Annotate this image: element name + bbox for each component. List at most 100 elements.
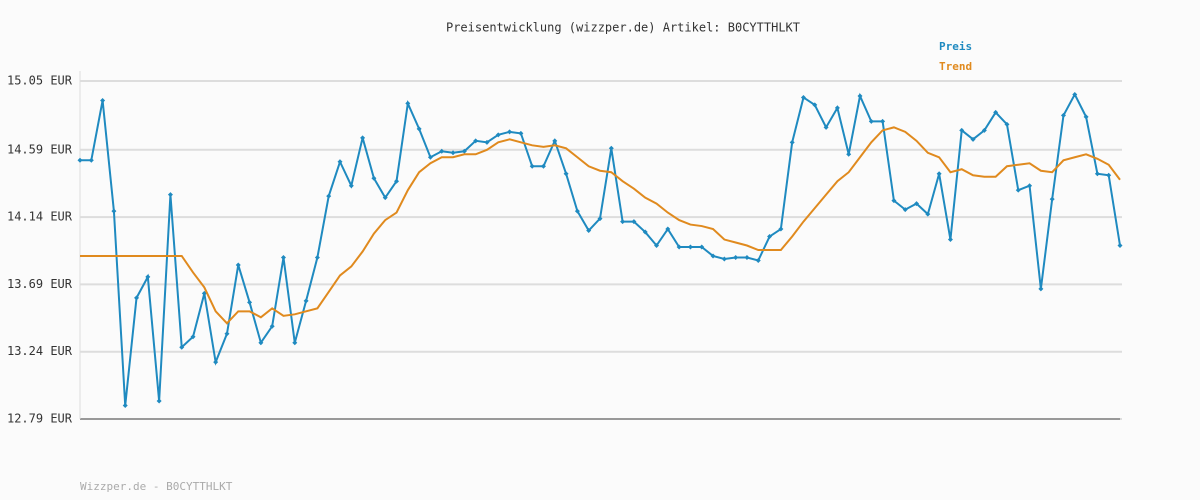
data-point xyxy=(303,298,309,304)
data-point xyxy=(326,193,332,199)
legend-label: Trend xyxy=(939,60,972,73)
data-point xyxy=(981,127,987,133)
data-point xyxy=(993,109,999,115)
data-point xyxy=(597,216,603,222)
data-point xyxy=(1117,243,1123,249)
data-point xyxy=(778,226,784,232)
data-point xyxy=(280,254,286,260)
data-point xyxy=(857,93,863,99)
data-point xyxy=(427,154,433,160)
data-point xyxy=(540,163,546,169)
data-point xyxy=(846,151,852,157)
data-point xyxy=(1106,172,1112,178)
data-point xyxy=(812,102,818,108)
data-point xyxy=(224,331,230,337)
y-tick-label: 14.14 EUR xyxy=(7,210,73,224)
y-tick-label: 13.24 EUR xyxy=(7,344,73,358)
data-point xyxy=(699,244,705,250)
data-point xyxy=(518,130,524,136)
data-point xyxy=(1072,91,1078,97)
data-point xyxy=(156,398,162,404)
data-point xyxy=(439,148,445,154)
data-point xyxy=(631,219,637,225)
data-point xyxy=(608,145,614,151)
data-point xyxy=(247,299,253,305)
data-point xyxy=(1027,183,1033,189)
data-point xyxy=(1094,171,1100,177)
data-point xyxy=(936,171,942,177)
data-point xyxy=(552,138,558,144)
data-point xyxy=(258,340,264,346)
data-point xyxy=(360,135,366,141)
data-point xyxy=(529,163,535,169)
data-point xyxy=(1060,112,1066,118)
data-point xyxy=(77,157,83,163)
data-point xyxy=(800,94,806,100)
data-point xyxy=(880,118,886,124)
data-point xyxy=(405,100,411,106)
data-point xyxy=(145,274,151,280)
data-point xyxy=(167,192,173,198)
data-point xyxy=(348,183,354,189)
y-tick-label: 14.59 EUR xyxy=(7,142,73,156)
data-point xyxy=(642,229,648,235)
data-point xyxy=(371,175,377,181)
data-point xyxy=(744,254,750,260)
data-point xyxy=(1083,114,1089,120)
chart-title: Preisentwicklung (wizzper.de) Artikel: B… xyxy=(446,21,800,35)
y-tick-label: 12.79 EUR xyxy=(7,412,73,426)
data-point xyxy=(676,244,682,250)
data-point xyxy=(620,219,626,225)
data-point xyxy=(823,124,829,130)
data-point xyxy=(507,129,513,135)
data-point xyxy=(721,256,727,262)
data-point xyxy=(382,195,388,201)
data-point xyxy=(947,237,953,243)
data-point xyxy=(292,340,298,346)
data-point xyxy=(495,132,501,138)
data-point xyxy=(134,295,140,301)
data-point xyxy=(586,228,592,234)
data-point xyxy=(834,105,840,111)
footer: Wizzper.de - B0CYTTHLKT xyxy=(80,480,233,493)
data-point xyxy=(213,359,219,365)
data-point xyxy=(484,139,490,145)
legend-label: Preis xyxy=(939,40,972,53)
data-point xyxy=(574,208,580,214)
data-point xyxy=(394,178,400,184)
y-tick-label: 13.69 EUR xyxy=(7,277,73,291)
data-point xyxy=(789,139,795,145)
data-point xyxy=(88,157,94,163)
data-point xyxy=(190,334,196,340)
data-point xyxy=(179,344,185,350)
data-point xyxy=(1049,196,1055,202)
series-line xyxy=(80,126,1121,325)
data-point xyxy=(473,138,479,144)
data-point xyxy=(461,148,467,154)
data-point xyxy=(1015,187,1021,193)
data-point xyxy=(665,226,671,232)
data-point xyxy=(122,403,128,409)
data-point xyxy=(687,244,693,250)
data-point xyxy=(767,234,773,240)
data-point xyxy=(710,253,716,259)
data-point xyxy=(1004,121,1010,127)
data-point xyxy=(733,254,739,260)
data-point xyxy=(314,254,320,260)
data-point xyxy=(914,201,920,207)
data-point xyxy=(1038,286,1044,292)
data-point xyxy=(337,159,343,165)
data-point xyxy=(563,171,569,177)
data-point xyxy=(902,207,908,213)
data-point xyxy=(111,208,117,214)
data-point xyxy=(235,262,241,268)
data-point xyxy=(925,211,931,217)
data-point xyxy=(868,118,874,124)
data-point xyxy=(654,243,660,249)
data-point xyxy=(100,97,106,103)
data-point xyxy=(959,127,965,133)
y-tick-label: 15.05 EUR xyxy=(7,74,73,88)
data-point xyxy=(416,126,422,132)
